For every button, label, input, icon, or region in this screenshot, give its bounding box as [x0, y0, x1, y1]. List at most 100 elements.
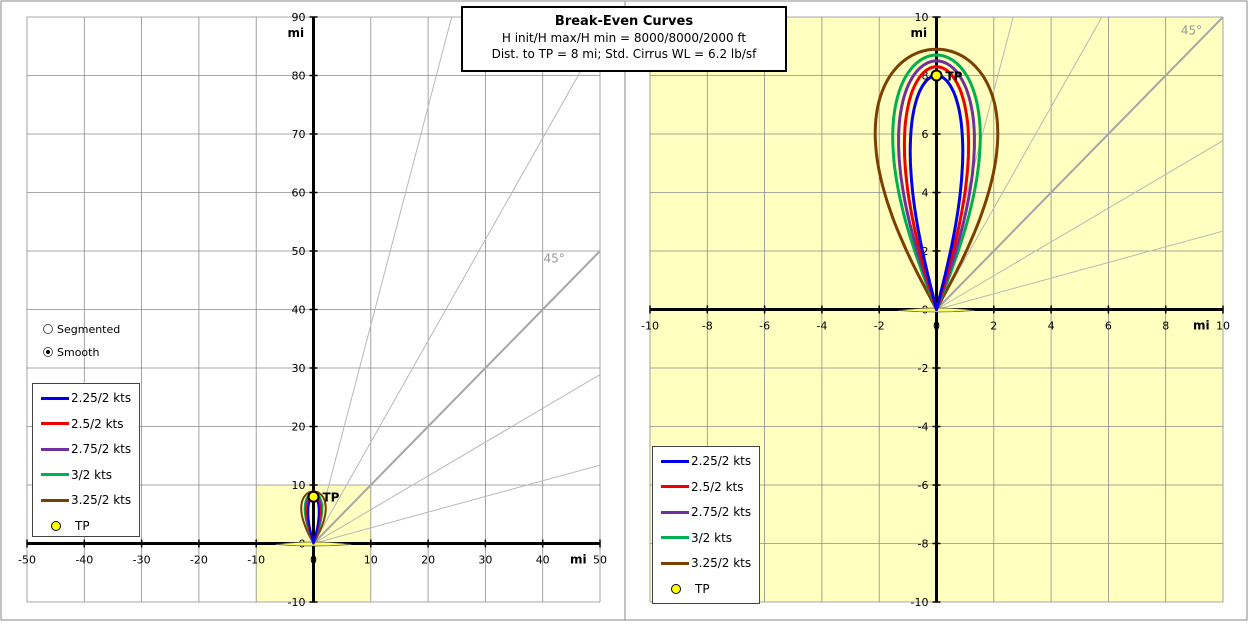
- chart-title-box: Break-Even Curves H init/H max/H min = 8…: [461, 6, 787, 72]
- ref-45-label: 45°: [1181, 24, 1202, 38]
- x-tick-label: 40: [536, 554, 550, 567]
- x-tick-label: 50: [593, 554, 607, 567]
- ref-45-label: 45°: [544, 252, 565, 266]
- legend-swatch: [41, 499, 69, 502]
- legend-item: TP: [41, 518, 90, 534]
- chart-subtitle-line1: H init/H max/H min = 8000/8000/2000 ft: [463, 31, 785, 45]
- legend-marker: [671, 584, 681, 594]
- y-tick-label: -10: [288, 596, 306, 609]
- x-tick-label: 6: [1105, 320, 1112, 333]
- x-axis-unit: mi: [570, 553, 587, 567]
- x-tick-label: -10: [641, 320, 659, 333]
- x-tick-label: 0: [933, 320, 940, 333]
- legend-label: TP: [75, 519, 90, 533]
- tp-label: TP: [946, 70, 963, 84]
- x-tick-label: -10: [247, 554, 265, 567]
- y-tick-label: 20: [292, 421, 306, 434]
- y-tick-label: 30: [292, 362, 306, 375]
- legend-swatch: [661, 562, 689, 565]
- y-axis-unit: mi: [288, 26, 305, 40]
- legend-item: 2.5/2 kts: [661, 479, 743, 495]
- legend-swatch: [661, 511, 689, 514]
- legend-label: 2.75/2 kts: [691, 505, 751, 519]
- legend-label: 2.75/2 kts: [71, 442, 131, 456]
- tp-marker: [932, 71, 942, 81]
- legend-label: 2.25/2 kts: [71, 391, 131, 405]
- x-tick-label: -6: [759, 320, 770, 333]
- segmented-option[interactable]: Segmented: [43, 322, 120, 336]
- x-tick-label: -20: [190, 554, 208, 567]
- legend-item: 2.25/2 kts: [41, 390, 131, 406]
- legend-label: 3/2 kts: [691, 531, 732, 545]
- legend-swatch: [661, 485, 689, 488]
- legend-right: 2.25/2 kts 2.5/2 kts 2.75/2 kts 3/2 kts 3.25…: [652, 446, 760, 604]
- x-tick-label: -30: [133, 554, 151, 567]
- legend-item: 3.25/2 kts: [661, 555, 751, 571]
- legend-swatch: [41, 448, 69, 451]
- y-tick-label: 90: [292, 11, 306, 24]
- legend-label: TP: [695, 582, 710, 596]
- legend-swatch: [661, 460, 689, 463]
- legend-item: 3.25/2 kts: [41, 492, 131, 508]
- y-tick-label: 10: [292, 479, 306, 492]
- tp-marker: [309, 492, 319, 502]
- y-tick-label: 4: [922, 187, 929, 200]
- legend-item: TP: [661, 581, 710, 597]
- legend-item: 3/2 kts: [41, 467, 112, 483]
- x-tick-label: 30: [478, 554, 492, 567]
- x-tick-label: -4: [816, 320, 827, 333]
- y-tick-label: 6: [922, 128, 929, 141]
- chart-subtitle-line2: Dist. to TP = 8 mi; Std. Cirrus WL = 6.2…: [463, 47, 785, 61]
- legend-label: 3/2 kts: [71, 468, 112, 482]
- x-tick-label: 2: [990, 320, 997, 333]
- y-tick-label: 60: [292, 187, 306, 200]
- x-tick-label: 20: [421, 554, 435, 567]
- legend-item: 2.75/2 kts: [661, 504, 751, 520]
- y-tick-label: -10: [911, 596, 929, 609]
- chart-title: Break-Even Curves: [463, 14, 785, 29]
- legend-item: 2.75/2 kts: [41, 441, 131, 457]
- x-tick-label: -40: [75, 554, 93, 567]
- y-tick-label: -2: [918, 362, 929, 375]
- legend-left: 2.25/2 kts 2.5/2 kts 2.75/2 kts 3/2 kts 3.25…: [32, 383, 140, 537]
- y-tick-label: -6: [918, 479, 929, 492]
- y-tick-label: 10: [915, 11, 929, 24]
- x-tick-label: -8: [702, 320, 713, 333]
- y-axis-unit: mi: [911, 26, 928, 40]
- legend-label: 3.25/2 kts: [691, 556, 751, 570]
- y-tick-label: 70: [292, 128, 306, 141]
- legend-label: 3.25/2 kts: [71, 493, 131, 507]
- legend-label: 2.25/2 kts: [691, 454, 751, 468]
- y-tick-label: 80: [292, 70, 306, 83]
- x-tick-label: 0: [310, 554, 317, 567]
- legend-swatch: [41, 422, 69, 425]
- x-axis-unit: mi: [1193, 319, 1210, 333]
- smooth-option[interactable]: Smooth: [43, 345, 99, 359]
- smooth-label: Smooth: [57, 346, 99, 359]
- y-tick-label: 40: [292, 304, 306, 317]
- legend-item: 2.25/2 kts: [661, 453, 751, 469]
- x-tick-label: -2: [874, 320, 885, 333]
- smooth-radio[interactable]: [43, 347, 53, 357]
- x-tick-label: -50: [18, 554, 36, 567]
- x-tick-label: 4: [1048, 320, 1055, 333]
- segmented-radio[interactable]: [43, 324, 53, 334]
- legend-swatch: [41, 397, 69, 400]
- tp-label: TP: [323, 491, 340, 505]
- x-tick-label: 10: [1216, 320, 1230, 333]
- x-tick-label: 10: [364, 554, 378, 567]
- legend-label: 2.5/2 kts: [71, 417, 123, 431]
- segmented-label: Segmented: [57, 323, 120, 336]
- y-tick-label: -8: [918, 538, 929, 551]
- y-tick-label: -4: [918, 421, 929, 434]
- legend-item: 3/2 kts: [661, 530, 732, 546]
- legend-swatch: [41, 473, 69, 476]
- y-tick-label: 50: [292, 245, 306, 258]
- legend-item: 2.5/2 kts: [41, 416, 123, 432]
- legend-marker: [51, 521, 61, 531]
- x-tick-label: 8: [1162, 320, 1169, 333]
- legend-swatch: [661, 536, 689, 539]
- legend-label: 2.5/2 kts: [691, 480, 743, 494]
